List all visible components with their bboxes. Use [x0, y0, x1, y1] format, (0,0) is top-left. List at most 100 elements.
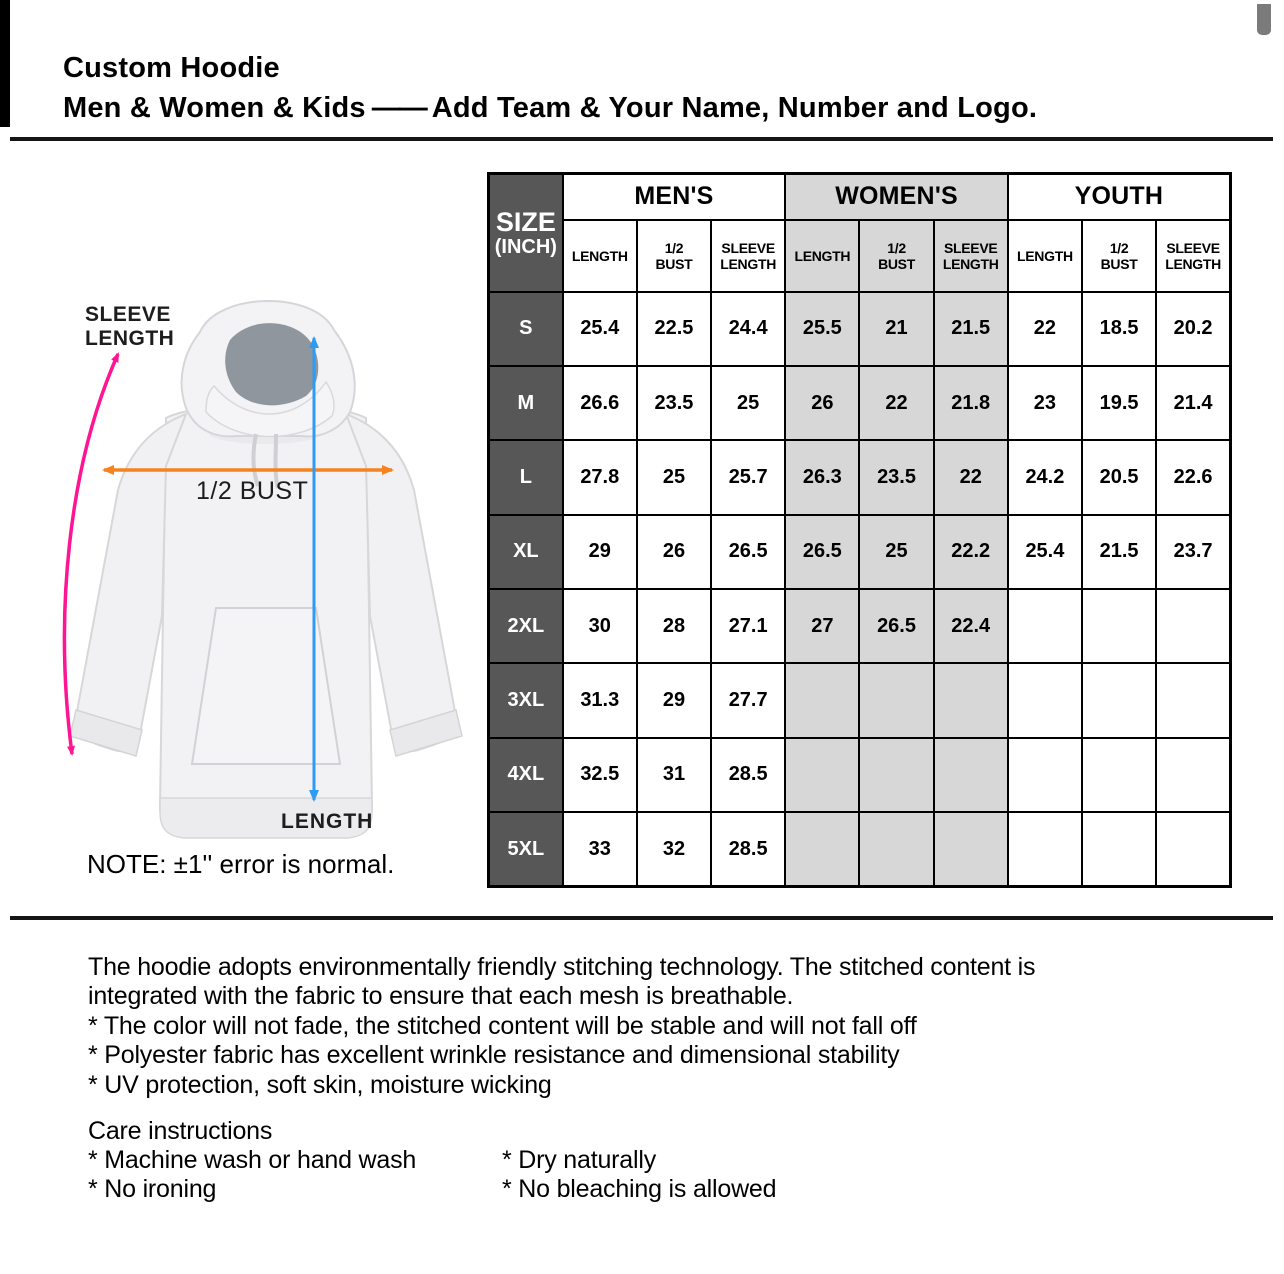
size-value-cell: 26.5: [784, 513, 861, 591]
size-value-cell: [1080, 662, 1158, 739]
size-value-cell: 28.5: [710, 736, 787, 814]
size-value-cell: [932, 662, 1009, 739]
size-value-cell: [1155, 662, 1232, 739]
size-value-cell: [1006, 587, 1084, 665]
size-table-group-row: SIZE (INCH) MEN'S WOMEN'S YOUTH: [487, 172, 1232, 293]
sleeve-length-label: SLEEVE LENGTH: [85, 303, 174, 351]
column-header: 1/2 BUST: [858, 218, 935, 293]
size-value-cell: 31: [635, 736, 713, 814]
size-value-cell: 24.2: [1006, 439, 1084, 516]
size-value-cell: [858, 662, 935, 739]
size-value-cell: 25.5: [784, 290, 861, 367]
column-header-line: LENGTH: [571, 247, 628, 264]
column-header: LENGTH: [1006, 218, 1084, 293]
kangaroo-pocket: [190, 607, 342, 765]
group-header-womens: WOMEN'S: [784, 172, 1009, 221]
size-value-cell: 21.5: [1080, 513, 1158, 591]
column-header-line: BUST: [655, 255, 693, 272]
description-line: * Polyester fabric has excellent wrinkle…: [88, 1041, 900, 1070]
size-value-cell: 25.4: [1006, 513, 1084, 591]
column-header: SLEEVE LENGTH: [1155, 218, 1232, 293]
size-value-cell: [1155, 587, 1232, 665]
size-row-s: S 25.4 22.5 24.4 25.5 21 21.5 22 18.5 20.2: [487, 290, 1232, 367]
hoodie-illustration: [62, 300, 463, 839]
description-line: integrated with the fabric to ensure tha…: [88, 982, 794, 1011]
size-row-label: L: [487, 439, 564, 516]
column-header-line: LENGTH: [942, 255, 999, 272]
size-value-cell: 25.7: [710, 439, 787, 516]
size-value-cell: 22: [932, 439, 1009, 516]
column-header-line: LENGTH: [794, 247, 851, 264]
size-row-label: M: [487, 364, 564, 442]
size-value-cell: [1080, 736, 1158, 814]
size-value-cell: 32: [635, 811, 713, 888]
column-header: 1/2 BUST: [1080, 218, 1158, 293]
size-value-cell: 22.5: [635, 290, 713, 367]
size-value-cell: 21.8: [932, 364, 1009, 442]
subtitle-audience: Men & Women & Kids: [63, 92, 366, 124]
size-value-cell: 26.3: [784, 439, 861, 516]
size-value-cell: 20.2: [1155, 290, 1232, 367]
size-row-3xl: 3XL 31.3 29 27.7: [487, 662, 1232, 739]
size-corner-line2: (INCH): [494, 235, 557, 258]
size-row-label: S: [487, 290, 564, 367]
size-row-label: 4XL: [487, 736, 564, 814]
column-header: SLEEVE LENGTH: [710, 218, 787, 293]
size-value-cell: 26.6: [561, 364, 638, 442]
size-row-5xl: 5XL 33 32 28.5: [487, 811, 1232, 888]
size-table: SIZE (INCH) MEN'S WOMEN'S YOUTH LENGTH 1/2 BUST…: [487, 172, 1232, 888]
size-value-cell: [1155, 811, 1232, 888]
size-row-xl: XL 29 26 26.5 26.5 25 22.2 25.4 21.5 23.7: [487, 513, 1232, 591]
size-value-cell: [1155, 736, 1232, 814]
care-item: * No bleaching is allowed: [502, 1175, 777, 1204]
size-value-cell: 19.5: [1080, 364, 1158, 442]
product-description: The hoodie adopts environmentally friend…: [88, 953, 1036, 1100]
size-row-label: XL: [487, 513, 564, 591]
size-value-cell: 31.3: [561, 662, 638, 739]
column-header: 1/2 BUST: [635, 218, 713, 293]
size-value-cell: [784, 736, 861, 814]
care-item: * No ironing: [88, 1175, 217, 1204]
size-value-cell: [1080, 811, 1158, 888]
size-value-cell: 28.5: [710, 811, 787, 888]
size-value-cell: 23.7: [1155, 513, 1232, 591]
size-row-label: 3XL: [487, 662, 564, 739]
size-row-label: 2XL: [487, 587, 564, 665]
tolerance-note: NOTE: ±1'' error is normal.: [87, 849, 395, 879]
size-value-cell: 25: [635, 439, 713, 516]
size-value-cell: 22.2: [932, 513, 1009, 591]
bottom-divider: [10, 916, 1273, 920]
size-value-cell: [932, 736, 1009, 814]
size-value-cell: 27: [784, 587, 861, 665]
size-value-cell: 29: [561, 513, 638, 591]
size-row-m: M 26.6 23.5 25 26 22 21.8 23 19.5 21.4: [487, 364, 1232, 442]
care-column-left: * Machine wash or hand wash * No ironing: [88, 1146, 416, 1205]
size-corner-line1: SIZE: [495, 206, 556, 237]
size-value-cell: 27.1: [710, 587, 787, 665]
top-divider: [10, 137, 1273, 141]
size-row-2xl: 2XL 30 28 27.1 27 26.5 22.4: [487, 587, 1232, 665]
half-bust-label: 1/2 BUST: [196, 477, 309, 505]
scan-artifact-top-left: [0, 0, 10, 127]
column-header: LENGTH: [784, 218, 861, 293]
size-value-cell: [858, 736, 935, 814]
size-value-cell: 23.5: [635, 364, 713, 442]
size-value-cell: 25.4: [561, 290, 638, 367]
drawstring: [273, 433, 280, 489]
size-value-cell: 25: [710, 364, 787, 442]
column-header-line: SLEEVE: [721, 239, 775, 256]
size-value-cell: 27.7: [710, 662, 787, 739]
size-value-cell: 23: [1006, 364, 1084, 442]
column-header-line: BUST: [878, 255, 915, 272]
size-row-4xl: 4XL 32.5 31 28.5: [487, 736, 1232, 814]
size-table-subhead-row: LENGTH 1/2 BUST SLEEVE LENGTH LENGTH 1/2 BUST SL…: [489, 218, 1232, 293]
size-value-cell: 26: [784, 364, 861, 442]
size-value-cell: 26.5: [858, 587, 935, 665]
column-header-line: SLEEVE: [1166, 239, 1220, 256]
size-value-cell: 22.4: [932, 587, 1009, 665]
size-table-head: SIZE (INCH) MEN'S WOMEN'S YOUTH LENGTH 1/2 BUST…: [487, 172, 1232, 293]
column-header: SLEEVE LENGTH: [932, 218, 1009, 293]
size-value-cell: [784, 811, 861, 888]
scan-artifact-top-right: [1257, 4, 1271, 35]
